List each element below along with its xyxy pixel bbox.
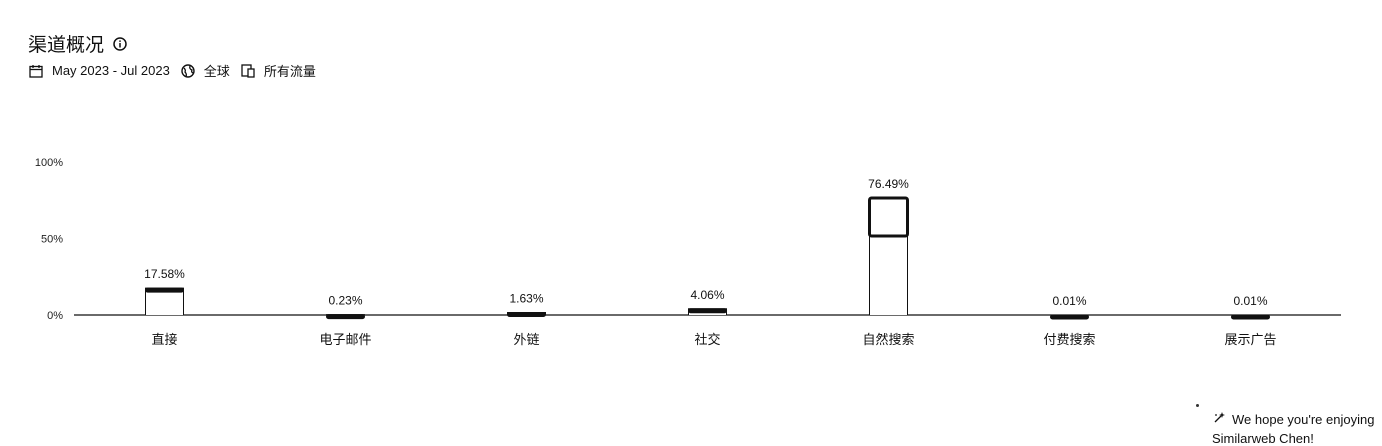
filter-row: May 2023 - Jul 2023 全球 所有流量 (28, 61, 326, 80)
date-range[interactable]: May 2023 - Jul 2023 (52, 63, 170, 78)
data-label: 1.63% (509, 292, 543, 306)
chart-header: 渠道概况 (28, 30, 128, 57)
x-category-label: 直接 (151, 332, 177, 347)
bar-cap (688, 308, 727, 314)
data-label: 4.06% (690, 288, 724, 302)
toast-line-1: We hope you're enjoying (1232, 412, 1375, 427)
data-label: 0.01% (1233, 294, 1267, 308)
x-category-label: 外链 (513, 332, 539, 347)
page-title: 渠道概况 (28, 35, 105, 56)
data-label: 0.01% (1052, 294, 1086, 308)
globe-icon (180, 63, 196, 79)
bar-cap (1050, 314, 1089, 320)
data-label: 0.23% (328, 294, 362, 308)
bar-cap (507, 312, 546, 318)
channel-bar-chart: 0% 50% 100% 17.58% 直接 0.23% 电子邮件 1.63% 外链 4.06% 社交… (35, 157, 1341, 347)
x-category-label: 付费搜索 (1043, 332, 1095, 347)
data-label: 17.58% (144, 267, 185, 281)
bar-cap (1231, 314, 1270, 320)
bar-cap (326, 314, 365, 320)
toast-dot (1196, 404, 1199, 407)
x-category-label: 自然搜索 (862, 332, 914, 347)
calendar-icon (28, 63, 44, 79)
y-tick-label: 100% (35, 157, 63, 169)
y-tick-label: 50% (41, 234, 63, 246)
region-selector[interactable]: 全球 (203, 64, 230, 79)
traffic-type-selector[interactable]: 所有流量 (263, 64, 316, 79)
data-label: 76.49% (868, 177, 909, 191)
devices-icon (240, 63, 256, 79)
feedback-toast[interactable]: We hope you're enjoying Similarweb Chen! (1196, 400, 1382, 446)
toast-line-2: Similarweb Chen! (1212, 431, 1314, 446)
bar-cap (868, 196, 909, 238)
y-tick-label: 0% (47, 310, 63, 322)
x-category-label: 社交 (694, 332, 720, 347)
bar-cap (145, 287, 184, 293)
info-icon[interactable] (112, 36, 128, 52)
x-category-label: 电子邮件 (319, 332, 371, 347)
sparkle-icon (1212, 411, 1226, 428)
x-category-label: 展示广告 (1224, 332, 1276, 347)
